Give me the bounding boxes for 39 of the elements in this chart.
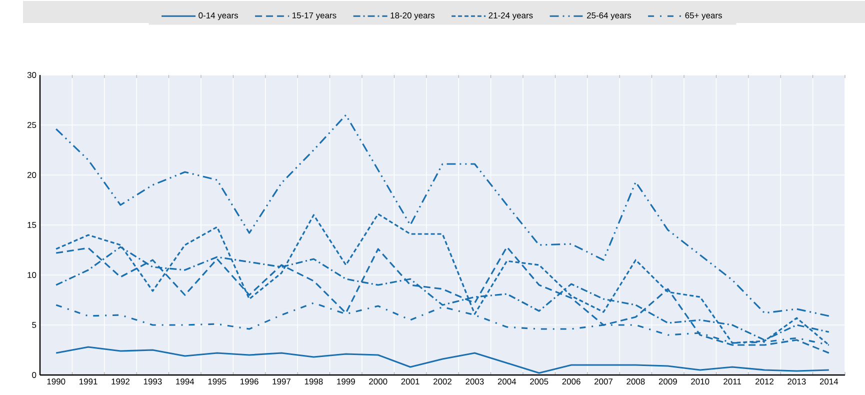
legend-label: 21-24 years xyxy=(488,12,533,20)
y-tick-label: 25 xyxy=(27,122,36,128)
y-tick-label: 5 xyxy=(32,322,36,328)
x-tick-label: 2009 xyxy=(658,378,677,385)
x-tick-label: 2013 xyxy=(788,378,806,385)
x-tick-label: 2014 xyxy=(820,378,838,385)
x-tick-label: 1993 xyxy=(144,378,162,385)
legend-label: 65+ years xyxy=(685,12,722,20)
line-series xyxy=(55,114,830,317)
x-tick-label: 2003 xyxy=(466,378,484,385)
x-tick-label: 2001 xyxy=(401,378,420,385)
x-tick-label: 1995 xyxy=(208,378,226,385)
y-tick-label: 0 xyxy=(32,372,36,378)
x-tick-label: 1999 xyxy=(337,378,355,385)
legend-label: 18-20 years xyxy=(390,12,434,20)
x-tick-label: 2011 xyxy=(724,378,741,385)
x-tick-label: 2010 xyxy=(691,378,710,385)
y-tick-label: 20 xyxy=(27,172,36,178)
y-tick-label: 30 xyxy=(27,72,36,78)
x-tick-label: 2012 xyxy=(756,378,774,385)
y-tick-label: 10 xyxy=(28,272,36,278)
x-tick-label: 1992 xyxy=(112,378,130,385)
x-tick-label: 1991 xyxy=(80,378,98,385)
legend-label: 25-64 years xyxy=(587,12,631,20)
legend-label: 15-17 years xyxy=(292,12,336,20)
x-tick-label: 2000 xyxy=(369,378,388,385)
x-tick-label: 1998 xyxy=(304,378,323,385)
x-tick-label: 2008 xyxy=(626,378,645,385)
y-tick-label: 15 xyxy=(28,222,36,228)
x-tick-label: 1996 xyxy=(240,378,258,385)
x-tick-label: 2007 xyxy=(594,378,612,385)
x-tick-label: 2002 xyxy=(434,378,452,385)
x-tick-label: 1990 xyxy=(47,378,66,385)
x-tick-label: 2004 xyxy=(498,378,516,385)
x-tick-label: 2005 xyxy=(530,378,548,385)
x-tick-label: 1994 xyxy=(176,378,194,385)
x-tick-label: 2006 xyxy=(562,378,580,385)
legend-label: 0-14 years xyxy=(198,12,238,20)
x-tick-label: 1997 xyxy=(272,378,290,385)
